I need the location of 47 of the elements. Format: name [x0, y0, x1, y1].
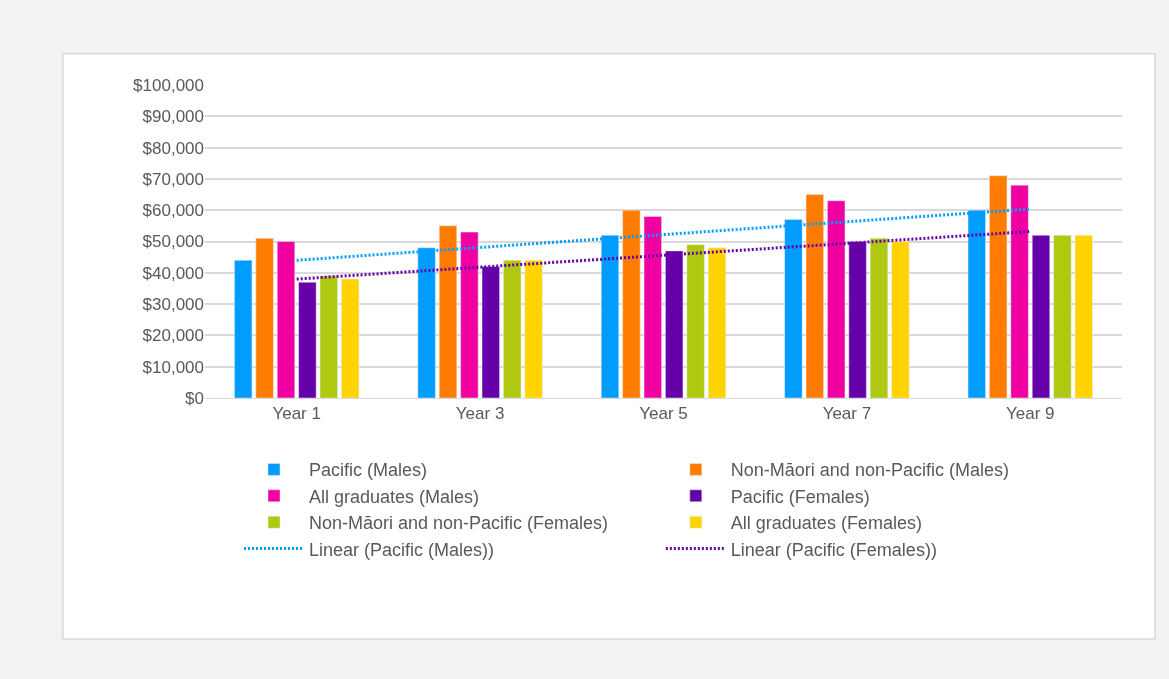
- legend-label: Linear (Pacific (Males)): [309, 539, 495, 560]
- x-tick-label: Year 7: [822, 404, 872, 424]
- x-tick-label: Year 1: [272, 404, 321, 424]
- y-tick-label: $60,000: [142, 201, 204, 221]
- bar: [622, 209, 641, 398]
- bar: [234, 260, 253, 398]
- bar: [298, 281, 317, 398]
- y-tick-label: $70,000: [142, 169, 204, 189]
- legend-label: All graduates (Males): [309, 486, 480, 507]
- bar: [643, 216, 662, 398]
- y-tick-label: $10,000: [142, 357, 204, 377]
- legend-label: Non-Māori and non-Pacific (Females): [309, 513, 609, 534]
- y-tick-label: $90,000: [142, 107, 204, 127]
- y-tick-label: $50,000: [142, 232, 204, 252]
- bar: [255, 238, 274, 398]
- y-tick-label: $40,000: [142, 263, 204, 283]
- bar: [524, 260, 543, 398]
- bar: [276, 241, 296, 398]
- legend-label: Pacific (Females): [730, 486, 870, 507]
- bar: [1053, 234, 1072, 398]
- y-tick-label: $30,000: [142, 295, 204, 315]
- bar: [341, 278, 360, 398]
- y-tick-label: $80,000: [142, 138, 204, 158]
- legend-label: Pacific (Males): [309, 460, 428, 481]
- bar: [460, 231, 479, 398]
- bar: [1010, 184, 1029, 398]
- bar: [319, 275, 338, 398]
- bar: [1074, 234, 1093, 398]
- bar: [989, 175, 1008, 398]
- bar: [503, 260, 522, 398]
- legend-label: Non-Māori and non-Pacific (Males): [730, 460, 1009, 481]
- x-tick-label: Year 5: [639, 404, 688, 424]
- legend-label: All graduates (Females): [730, 513, 922, 534]
- bar: [891, 241, 910, 398]
- x-tick-label: Year 9: [1006, 404, 1055, 424]
- bar: [438, 225, 458, 398]
- bar: [869, 238, 889, 398]
- y-tick-label: $0: [185, 388, 204, 408]
- y-tick-label: $100,000: [133, 75, 204, 95]
- legend-label: Linear (Pacific (Females)): [730, 539, 937, 560]
- bar: [805, 194, 824, 398]
- bar: [827, 200, 846, 398]
- bar: [1031, 234, 1051, 398]
- bar: [707, 247, 727, 398]
- x-tick-label: Year 3: [455, 404, 505, 424]
- bar: [686, 244, 705, 398]
- y-tick-label: $20,000: [142, 326, 204, 346]
